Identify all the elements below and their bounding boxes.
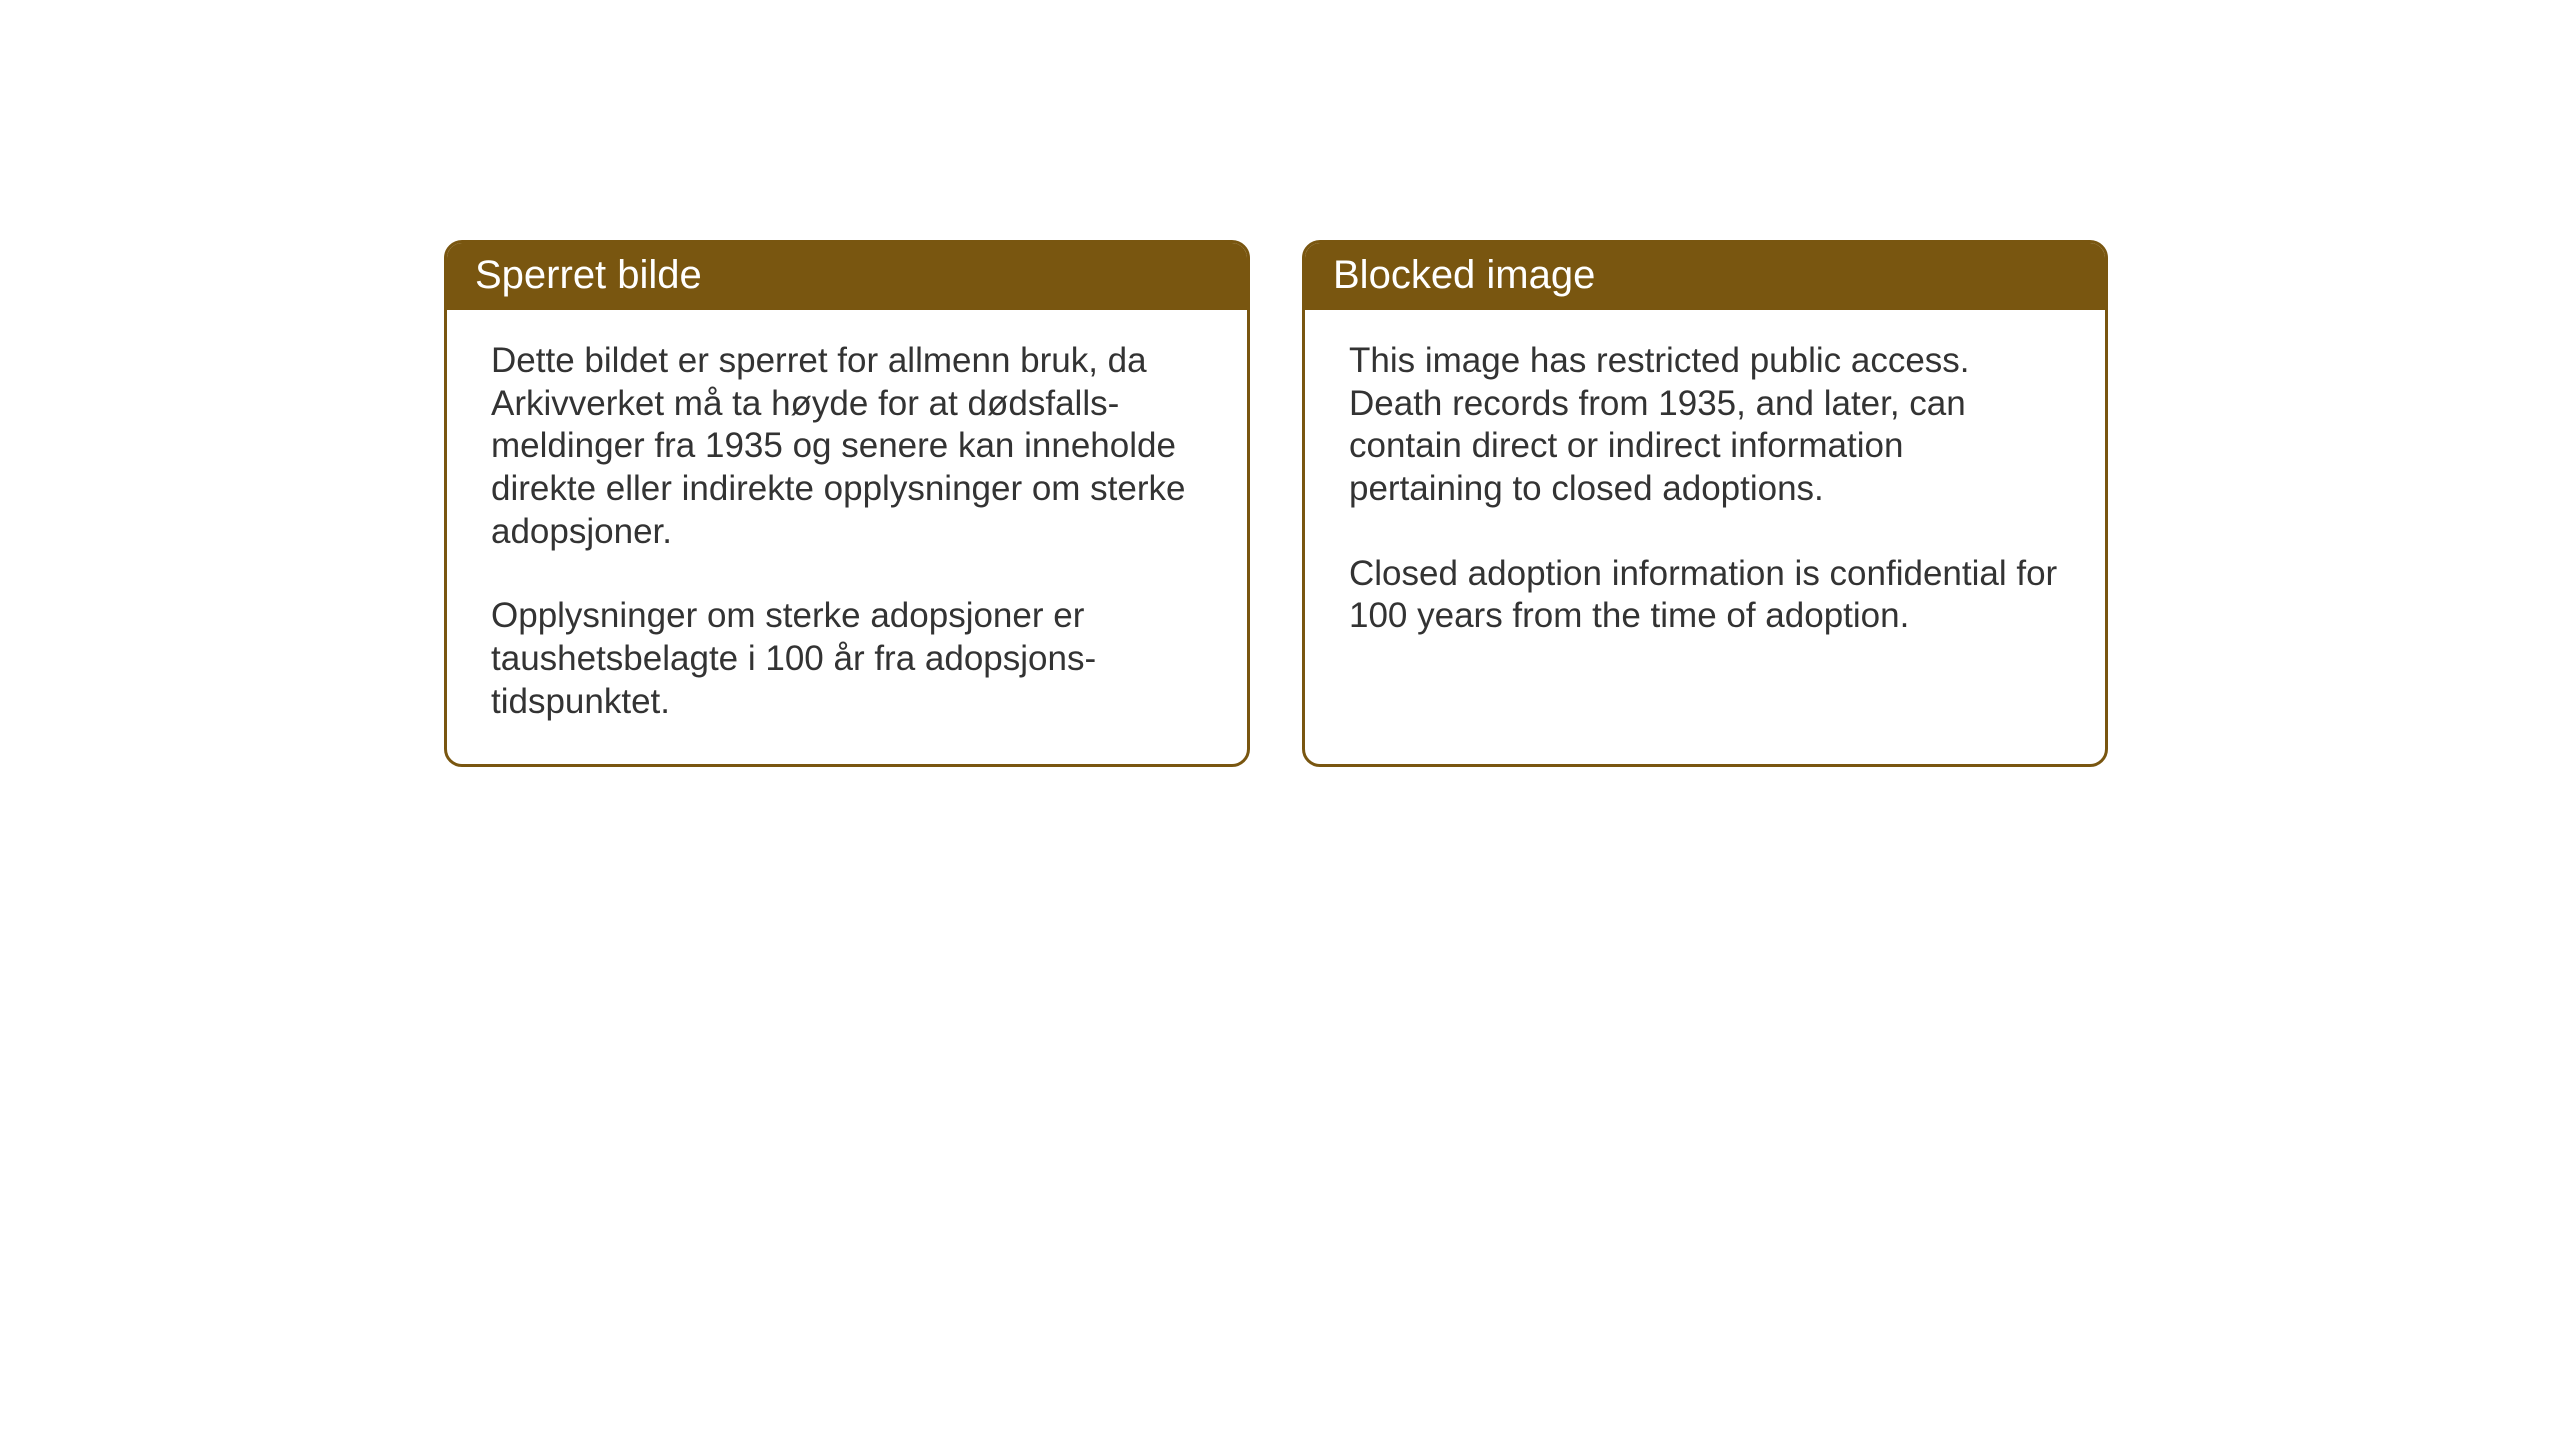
- english-card-header: Blocked image: [1305, 243, 2105, 310]
- norwegian-card-header: Sperret bilde: [447, 243, 1247, 310]
- english-card-title: Blocked image: [1333, 253, 1595, 297]
- english-paragraph-1: This image has restricted public access.…: [1349, 340, 2061, 511]
- norwegian-card-body: Dette bildet er sperret for allmenn bruk…: [447, 310, 1247, 764]
- norwegian-paragraph-2: Opplysninger om sterke adopsjoner er tau…: [491, 595, 1203, 723]
- english-card: Blocked image This image has restricted …: [1302, 240, 2108, 767]
- english-card-body: This image has restricted public access.…: [1305, 310, 2105, 750]
- norwegian-paragraph-1: Dette bildet er sperret for allmenn bruk…: [491, 340, 1203, 553]
- english-paragraph-2: Closed adoption information is confident…: [1349, 553, 2061, 638]
- norwegian-card: Sperret bilde Dette bildet er sperret fo…: [444, 240, 1250, 767]
- cards-container: Sperret bilde Dette bildet er sperret fo…: [0, 0, 2560, 767]
- norwegian-card-title: Sperret bilde: [475, 253, 702, 297]
